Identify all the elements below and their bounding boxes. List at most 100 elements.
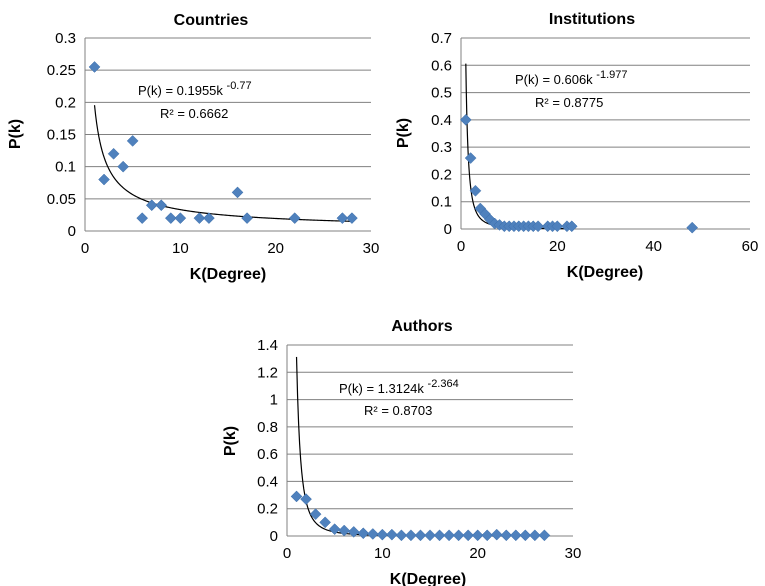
authors-data-point bbox=[424, 529, 436, 542]
institutions-trend-equation: P(k) = 0.606k -1.977 bbox=[515, 69, 628, 87]
authors-data-point bbox=[328, 523, 341, 536]
institutions-r-squared: R² = 0.8775 bbox=[535, 95, 603, 110]
institutions-y-tick-label: 0.7 bbox=[431, 30, 452, 47]
authors-x-tick-label: 30 bbox=[565, 545, 582, 562]
institutions-x-tick-label: 20 bbox=[549, 238, 566, 255]
countries-trendline bbox=[93, 105, 352, 222]
countries-data-point bbox=[98, 173, 110, 186]
authors-data-point bbox=[366, 528, 379, 540]
authors-x-tick-label: 20 bbox=[469, 545, 486, 562]
institutions-x-tick-label: 0 bbox=[457, 238, 465, 255]
countries-data-point bbox=[155, 199, 168, 212]
authors-data-point bbox=[529, 529, 541, 542]
authors-data-point bbox=[405, 529, 417, 542]
authors-data-point bbox=[490, 528, 503, 541]
countries-data-point bbox=[241, 212, 253, 224]
authors-y-tick-label: 0.6 bbox=[257, 446, 278, 463]
institutions-y-axis-label: P(k) bbox=[395, 118, 412, 148]
countries-data-point bbox=[346, 212, 358, 224]
authors-y-tick-label: 1.4 bbox=[257, 337, 278, 354]
authors-data-point bbox=[471, 529, 484, 542]
countries-x-tick-label: 20 bbox=[267, 240, 284, 257]
authors-data-point bbox=[433, 529, 446, 542]
authors-y-tick-label: 1 bbox=[270, 392, 278, 409]
authors-data-point bbox=[481, 529, 494, 542]
countries-data-point bbox=[174, 212, 187, 224]
authors-data-point bbox=[357, 527, 370, 540]
countries-y-axis-label: P(k) bbox=[7, 119, 24, 149]
countries-x-tick-label: 0 bbox=[81, 240, 89, 257]
countries-y-tick-label: 0.15 bbox=[47, 127, 76, 144]
authors-y-tick-label: 0.2 bbox=[257, 501, 278, 518]
authors-data-point bbox=[538, 529, 551, 542]
authors-data-point bbox=[509, 529, 522, 542]
authors-data-point bbox=[395, 529, 408, 542]
countries-data-point bbox=[231, 186, 244, 199]
authors-data-point bbox=[309, 508, 322, 521]
authors-trend-equation: P(k) = 1.3124k -2.364 bbox=[339, 378, 459, 396]
countries-data-point bbox=[203, 212, 215, 224]
authors-y-tick-label: 0.4 bbox=[257, 473, 278, 490]
authors-x-axis-label: K(Degree) bbox=[390, 571, 466, 586]
institutions-data-point bbox=[464, 152, 477, 164]
institutions-y-tick-label: 0.6 bbox=[431, 57, 452, 74]
authors-data-point bbox=[452, 529, 465, 542]
institutions-trendline bbox=[465, 63, 572, 230]
countries-y-tick-label: 0 bbox=[68, 223, 76, 240]
institutions-y-tick-label: 0.4 bbox=[431, 112, 452, 129]
institutions-y-tick-label: 0.3 bbox=[431, 139, 452, 156]
institutions-chart: 0 0.1 0.2 0.3 0.4 0.5 0.6 0.7 0 20 40 60 Institution… bbox=[395, 11, 758, 281]
authors-r-squared: R² = 0.8703 bbox=[364, 403, 432, 418]
countries-trend-equation: P(k) = 0.1955k -0.77 bbox=[138, 80, 252, 98]
authors-data-point bbox=[386, 528, 398, 541]
institutions-y-tick-label: 0.1 bbox=[431, 194, 452, 211]
authors-data-point bbox=[414, 529, 427, 542]
authors-data-point bbox=[290, 490, 303, 503]
institutions-data-point bbox=[686, 221, 699, 234]
authors-data-point bbox=[347, 526, 360, 538]
institutions-y-tick-label: 0.5 bbox=[431, 85, 452, 102]
institutions-y-tick-label: 0.2 bbox=[431, 166, 452, 183]
institutions-x-tick-label: 60 bbox=[742, 238, 759, 255]
countries-data-point bbox=[288, 212, 301, 224]
institutions-x-axis-label: K(Degree) bbox=[567, 264, 643, 281]
countries-chart-title: Countries bbox=[174, 12, 249, 29]
authors-y-tick-label: 0.8 bbox=[257, 419, 278, 436]
countries-data-point bbox=[164, 212, 177, 224]
institutions-chart-title: Institutions bbox=[549, 11, 635, 28]
authors-data-point bbox=[338, 524, 351, 537]
countries-r-squared: R² = 0.6662 bbox=[160, 106, 228, 121]
institutions-data-point bbox=[565, 220, 578, 233]
authors-data-point bbox=[519, 529, 532, 542]
countries-x-tick-label: 10 bbox=[172, 240, 189, 257]
countries-y-tick-label: 0.05 bbox=[47, 191, 76, 208]
countries-x-tick-label: 30 bbox=[363, 240, 380, 257]
authors-y-tick-label: 1.2 bbox=[257, 364, 278, 381]
countries-x-axis-label: K(Degree) bbox=[190, 266, 266, 283]
institutions-x-tick-label: 40 bbox=[645, 238, 662, 255]
institutions-data-point bbox=[532, 220, 544, 233]
authors-data-point bbox=[462, 529, 474, 542]
countries-data-point bbox=[117, 160, 129, 173]
authors-y-axis-label: P(k) bbox=[222, 426, 239, 456]
countries-y-tick-label: 0.25 bbox=[47, 62, 76, 79]
countries-y-tick-label: 0.3 bbox=[55, 30, 76, 47]
authors-data-point bbox=[300, 493, 312, 506]
authors-data-point bbox=[319, 516, 331, 529]
authors-chart-title: Authors bbox=[391, 318, 452, 335]
institutions-data-point bbox=[469, 184, 482, 197]
authors-x-tick-label: 0 bbox=[283, 545, 291, 562]
authors-y-tick-label: 0 bbox=[270, 528, 278, 545]
countries-chart: 0 0.05 0.1 0.15 0.2 0.25 0.3 0 10 20 30 Countries K(… bbox=[7, 12, 379, 283]
institutions-data-point bbox=[551, 220, 564, 233]
countries-data-point bbox=[193, 212, 206, 224]
authors-data-point bbox=[443, 529, 455, 542]
countries-data-point bbox=[145, 199, 158, 212]
authors-data-point bbox=[500, 529, 513, 542]
institutions-data-point bbox=[459, 114, 472, 126]
countries-data-point bbox=[126, 135, 139, 147]
institutions-y-tick-label: 0 bbox=[444, 221, 452, 238]
countries-data-point bbox=[136, 212, 149, 224]
countries-data-point bbox=[336, 212, 349, 224]
